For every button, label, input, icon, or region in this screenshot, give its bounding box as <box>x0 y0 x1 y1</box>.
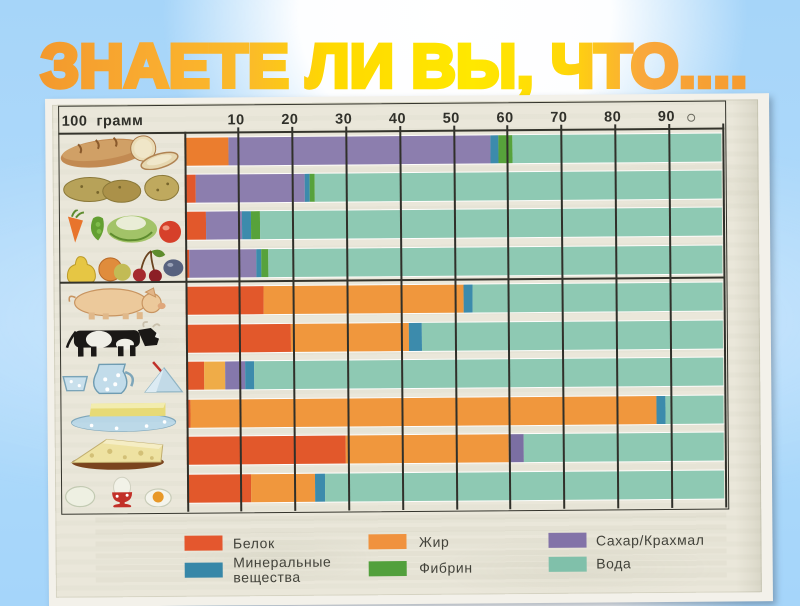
svg-text:ЗНАЕТЕ ЛИ ВЫ, ЧТО....: ЗНАЕТЕ ЛИ ВЫ, ЧТО.... <box>41 33 748 101</box>
